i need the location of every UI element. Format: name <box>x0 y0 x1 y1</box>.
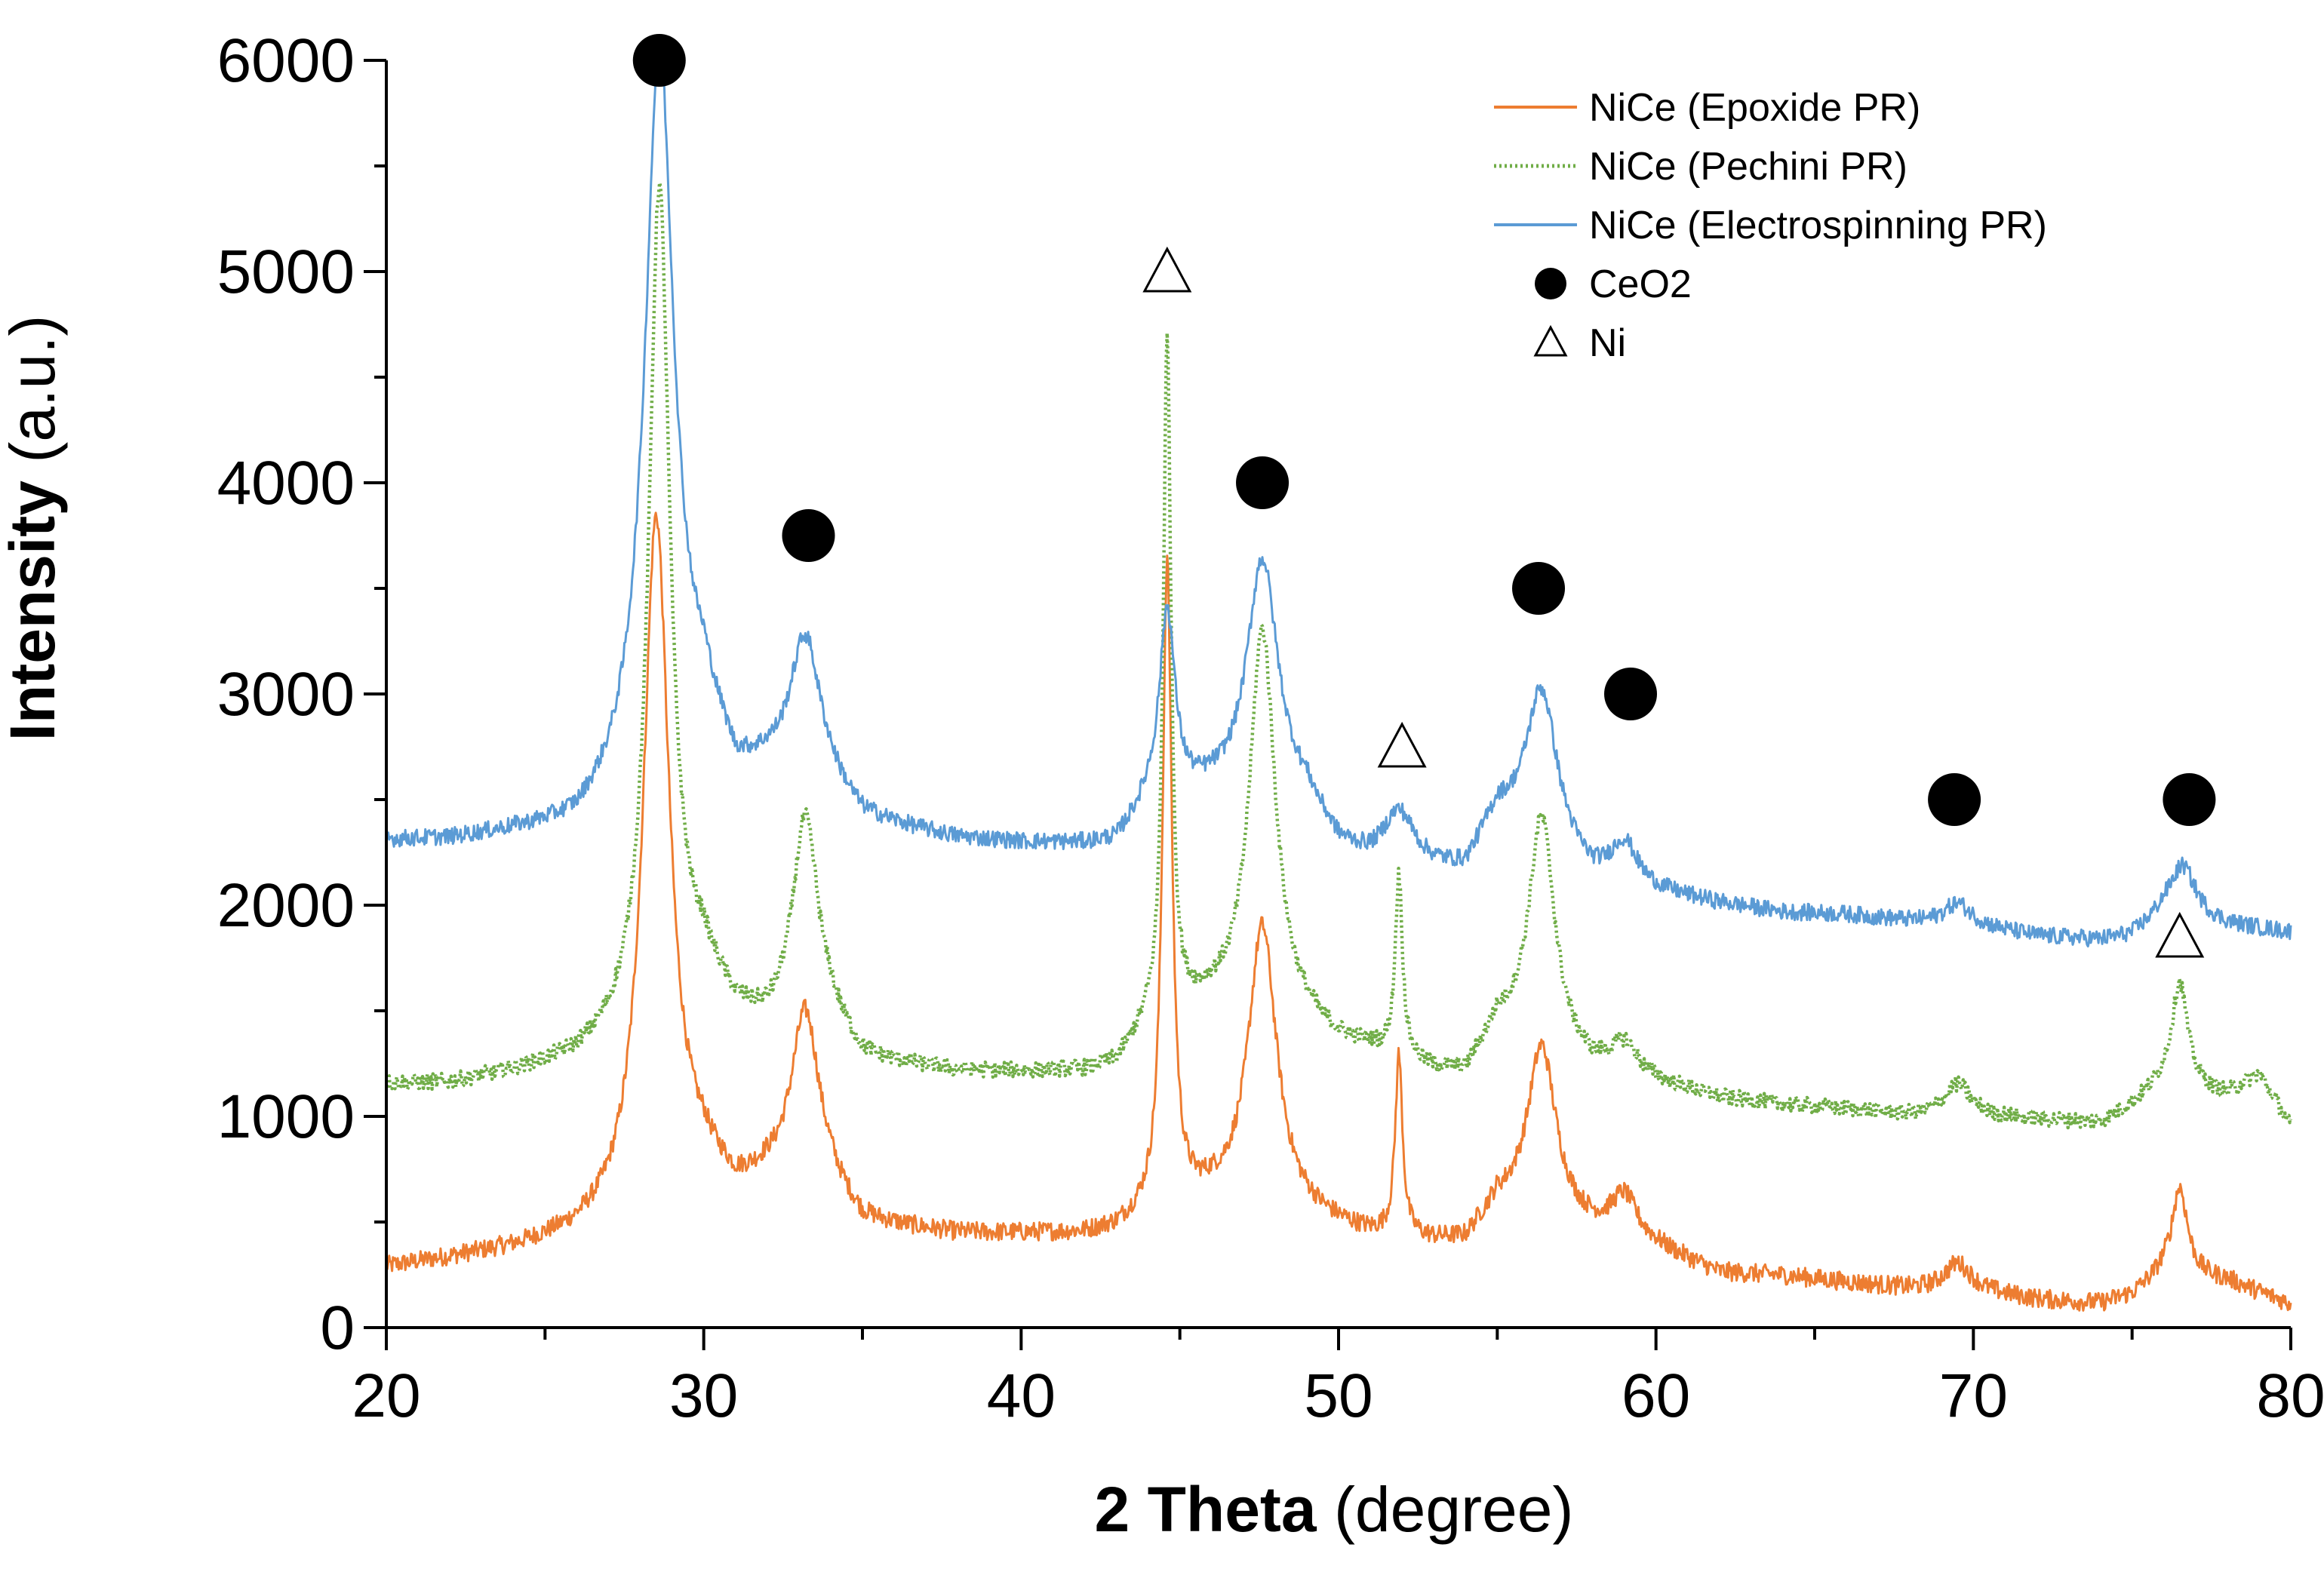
legend-marker-label-1: CeO2 <box>1589 263 1692 306</box>
y-tick-label: 6000 <box>217 26 355 95</box>
legend-label-2: NiCe (Pechini PR) <box>1589 145 1907 189</box>
ceo2-marker-3 <box>1236 456 1290 509</box>
ceo2-marker-5 <box>1604 668 1658 720</box>
ceo2-marker-1 <box>632 34 686 87</box>
y-tick-label: 5000 <box>217 238 355 306</box>
y-tick-label: 3000 <box>217 660 355 729</box>
x-tick-label: 60 <box>1622 1362 1690 1430</box>
x-axis-title-bold: 2 Theta <box>1095 1474 1317 1545</box>
x-tick-label: 80 <box>2256 1362 2324 1430</box>
phase-markers <box>632 34 2216 958</box>
ceo2-marker-4 <box>1512 562 1566 615</box>
legend-ceo2-symbol <box>1535 268 1566 299</box>
legend: NiCe (Epoxide PR) NiCe (Pechini PR) NiCe (… <box>1494 86 2047 365</box>
y-tick-label: 1000 <box>217 1082 355 1151</box>
x-tick-label: 70 <box>1939 1362 2008 1430</box>
x-tick-label: 30 <box>669 1362 738 1430</box>
ni-marker-2 <box>1377 721 1427 768</box>
y-tick-label: 2000 <box>217 871 355 940</box>
ni-marker-1 <box>1142 246 1192 293</box>
y-tick-label: 4000 <box>217 449 355 517</box>
legend-marker-label-2: Ni <box>1589 321 1626 365</box>
x-axis-title: 2 Theta (degree) <box>1095 1474 1574 1545</box>
plot-lines <box>385 37 2293 1312</box>
x-tick-label: 50 <box>1304 1362 1373 1430</box>
y-axis-title-unit: (a.u.) <box>0 315 68 481</box>
x-tick-label: 20 <box>352 1362 420 1430</box>
y-tick-label: 0 <box>320 1294 355 1362</box>
legend-label-1: NiCe (Epoxide PR) <box>1589 86 1920 130</box>
ceo2-marker-7 <box>2163 773 2216 826</box>
legend-ni-symbol <box>1533 324 1568 357</box>
ni-marker-3 <box>2155 911 2205 958</box>
ceo2-marker-6 <box>1928 773 1981 826</box>
series-line-2 <box>385 180 2293 1130</box>
ceo2-marker-2 <box>782 509 835 562</box>
legend-label-3: NiCe (Electrospinning PR) <box>1589 204 2047 247</box>
series-line-1 <box>385 511 2292 1312</box>
series-line-3 <box>385 37 2292 947</box>
x-axis-title-unit: (degree) <box>1317 1474 1574 1545</box>
x-tick-label: 40 <box>987 1362 1056 1430</box>
y-axis-title: Intensity (a.u.) <box>0 315 68 741</box>
axes: 0 1000 2000 3000 4000 5000 6000 20 30 40 50 60 70 80 <box>217 26 2324 1430</box>
y-axis-title-bold: Intensity <box>0 481 68 741</box>
